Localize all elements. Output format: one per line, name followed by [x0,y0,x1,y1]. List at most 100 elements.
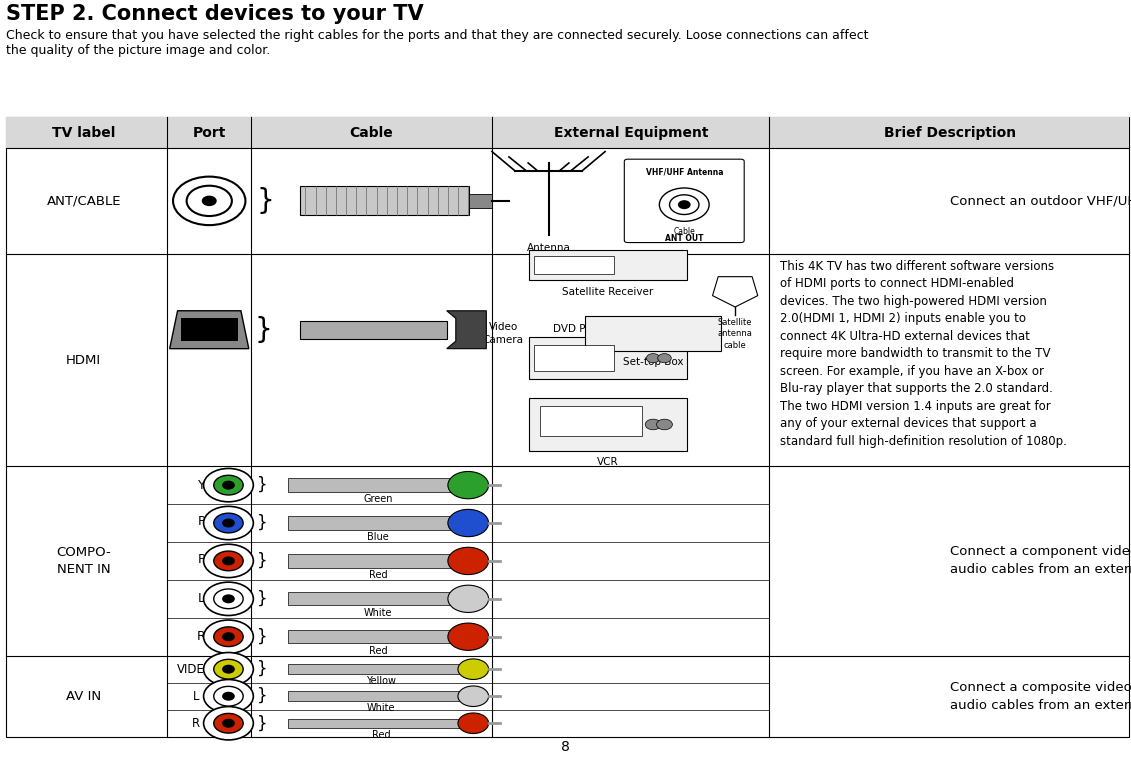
Text: Connect a composite video cable and left-right
audio cables from an external AV : Connect a composite video cable and left… [950,681,1131,712]
Bar [529,250,688,280]
Bar [288,554,460,568]
Circle shape [204,468,253,502]
Circle shape [659,188,709,221]
Circle shape [448,585,489,612]
FancyBboxPatch shape [624,159,744,243]
Bar [541,406,641,436]
Bar [6,117,1129,737]
Text: VIDEO: VIDEO [178,662,214,675]
Bar [535,345,613,371]
Circle shape [448,471,489,499]
Text: White: White [366,703,395,713]
Circle shape [458,686,489,706]
Bar [300,186,469,215]
Text: Check to ensure that you have selected the right cables for the ports and that t: Check to ensure that you have selected t… [6,29,869,42]
Circle shape [679,201,690,208]
Circle shape [223,519,234,527]
Text: Satellite Receiver: Satellite Receiver [562,287,654,296]
Bar [288,691,460,701]
Circle shape [458,659,489,679]
Circle shape [204,653,253,686]
Circle shape [204,706,253,740]
Circle shape [214,627,243,647]
Circle shape [223,557,234,565]
Circle shape [214,551,243,571]
Circle shape [448,509,489,537]
Text: P: P [198,553,205,566]
Polygon shape [713,277,758,307]
Bar [288,665,460,674]
Bar [469,193,492,208]
Text: External Equipment: External Equipment [554,126,708,139]
Bar [300,321,447,339]
Text: }: } [257,660,267,678]
Text: Red: Red [369,646,388,656]
Text: }: } [257,628,267,646]
Text: }: } [257,552,267,570]
Bar [529,337,688,379]
Circle shape [223,633,234,641]
Circle shape [223,666,234,673]
Circle shape [647,353,659,363]
Text: VCR: VCR [597,457,619,467]
Circle shape [656,419,672,430]
Circle shape [448,547,489,575]
Circle shape [204,620,253,653]
Text: Antenna: Antenna [527,243,570,252]
Circle shape [204,679,253,713]
Circle shape [204,506,253,540]
Circle shape [173,177,245,225]
Circle shape [202,196,216,205]
Circle shape [214,589,243,609]
Text: ANT/CABLE: ANT/CABLE [46,194,121,208]
Text: Connect a component video cable and left-right
audio cables from an external AV : Connect a component video cable and left… [950,546,1131,576]
Text: DVD Player/Recorder: DVD Player/Recorder [553,324,663,334]
Text: R: R [191,717,200,730]
Text: P: P [198,515,205,528]
Text: VHF/UHF Antenna: VHF/UHF Antenna [646,168,723,177]
Circle shape [458,713,489,734]
Text: R: R [197,630,206,644]
Text: }: } [257,714,267,732]
Bar [288,592,460,606]
Bar [288,719,460,728]
Circle shape [448,623,489,650]
Text: Satellite
antenna
cable: Satellite antenna cable [718,318,752,349]
Text: STEP 2. Connect devices to your TV: STEP 2. Connect devices to your TV [6,4,423,23]
Text: }: } [257,590,267,608]
Bar [288,630,460,644]
Circle shape [214,713,243,733]
Circle shape [670,195,699,215]
Text: Cable: Cable [673,227,696,236]
Circle shape [223,595,234,603]
Text: COMPO-
NENT IN: COMPO- NENT IN [57,546,111,576]
Bar [288,478,460,492]
Circle shape [187,186,232,216]
Text: Video
Camera: Video Camera [483,322,524,345]
Text: }: } [257,688,267,705]
Text: Blue: Blue [368,532,389,542]
Circle shape [658,353,671,363]
Bar [6,117,1129,148]
Circle shape [214,659,243,679]
Text: ANT OUT: ANT OUT [665,234,703,243]
Circle shape [214,475,243,495]
Text: L: L [192,690,199,703]
Bar [585,316,722,350]
Text: Cable: Cable [349,126,392,139]
Circle shape [223,719,234,727]
Text: White: White [364,608,392,618]
Text: Red: Red [369,570,388,580]
Circle shape [204,582,253,615]
Text: B: B [215,529,221,538]
Bar [529,398,688,451]
Text: }: } [254,316,273,343]
Circle shape [214,513,243,533]
Text: }: } [257,187,275,215]
Circle shape [645,419,661,430]
Circle shape [214,687,243,706]
Text: the quality of the picture image and color.: the quality of the picture image and col… [6,44,270,57]
Text: Red: Red [371,730,390,741]
Circle shape [204,544,253,578]
Text: Port: Port [192,126,226,139]
